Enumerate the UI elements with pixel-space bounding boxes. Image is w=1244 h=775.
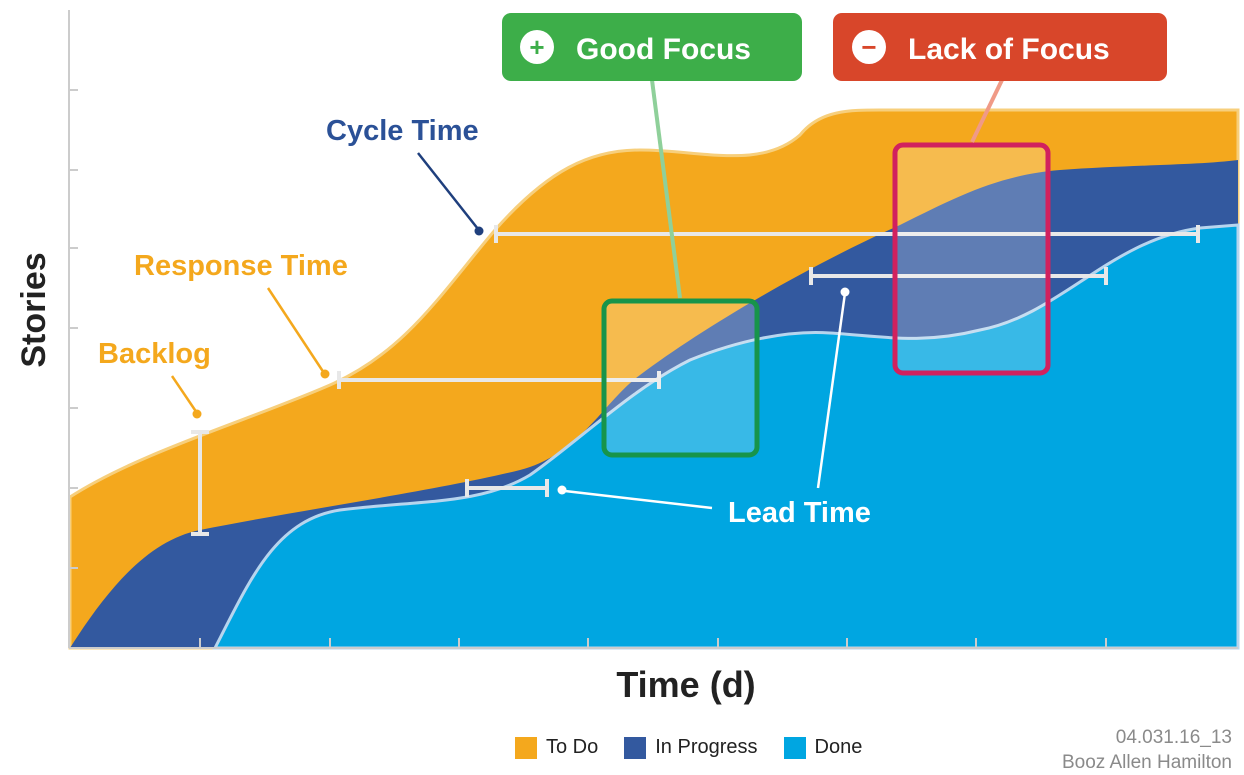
backlog-pointer [170, 375, 202, 419]
legend-label: Done [814, 736, 863, 758]
legend-swatch [624, 736, 647, 759]
lack-of-focus-frame [892, 142, 1051, 376]
x-axis-title: Time (d) [616, 664, 755, 705]
good-focus-frame [601, 298, 760, 458]
plus-icon [520, 30, 554, 64]
y-axis-title: Stories [15, 252, 53, 367]
y-axis [68, 10, 78, 648]
legend: To Do In Progress Done [515, 736, 862, 759]
area-done [212, 223, 1240, 650]
credit-code: 04.031.16_13 [1115, 727, 1232, 748]
legend-label: In Progress [655, 736, 758, 758]
response-time-pointer [266, 287, 330, 379]
backlog-label: Backlog [98, 338, 211, 370]
lack-of-focus-label: Lack of Focus [908, 33, 1110, 66]
cycle-time-pointer [417, 152, 484, 236]
legend-item-to-do: To Do [515, 736, 598, 759]
cycle-time-bar-2 [809, 267, 1108, 285]
minus-icon [852, 30, 886, 64]
legend-swatch [783, 736, 806, 759]
legend-item-done: Done [783, 736, 863, 759]
good-focus-callout: + Good Focus [502, 13, 802, 81]
backlog-bar [191, 430, 209, 536]
plus-symbol: + [529, 32, 544, 62]
good-focus-connector [650, 79, 682, 299]
legend-label: To Do [546, 736, 599, 758]
cycle-time-bar [494, 225, 1200, 243]
cycle-time-label: Cycle Time [326, 115, 479, 147]
lack-of-focus-connector [970, 79, 1004, 143]
lack-of-focus-callout: − Lack of Focus [833, 13, 1167, 81]
legend-item-in-progress: In Progress [624, 736, 758, 759]
minus-symbol: − [861, 32, 876, 62]
lead-time-bar [465, 479, 549, 497]
lead-time-pointer-1 [557, 485, 713, 510]
lead-time-pointer-2 [816, 287, 850, 489]
response-time-label: Response Time [134, 250, 348, 282]
legend-swatch [515, 736, 537, 759]
credit-org: Booz Allen Hamilton [1061, 752, 1232, 773]
good-focus-label: Good Focus [576, 33, 751, 66]
lead-time-label: Lead Time [728, 497, 871, 529]
x-axis [69, 638, 1238, 649]
credit: 04.031.16_13 Booz Allen Hamilton [1062, 725, 1232, 775]
